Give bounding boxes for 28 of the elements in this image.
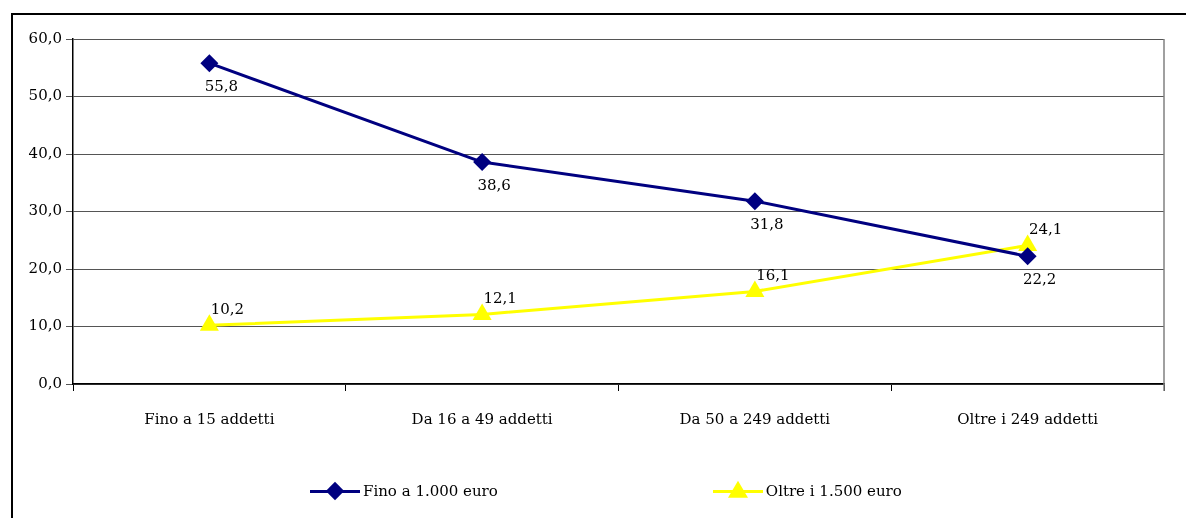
point: [199, 314, 219, 331]
x-tick-label: Da 50 a 249 addetti: [679, 409, 831, 428]
x-tick-label: Fino a 15 addetti: [144, 409, 275, 428]
point: [472, 303, 492, 320]
y-tick-label: 10,0: [28, 316, 62, 335]
data-label: 22,2: [1022, 270, 1057, 289]
data-label: 38,6: [477, 175, 511, 194]
y-tick-label: 40,0: [28, 143, 62, 162]
y-tick-label: 50,0: [28, 86, 62, 105]
data-label: 31,8: [750, 215, 784, 234]
point: [200, 54, 219, 73]
y-tick-label: 60,0: [28, 28, 62, 47]
point: [473, 153, 492, 172]
legend-label: Fino a 1.000 euro: [363, 482, 498, 500]
point: [745, 192, 764, 211]
point: [745, 280, 765, 297]
x-tick-label: Oltre i 249 addetti: [957, 409, 1099, 428]
y-tick-label: 30,0: [28, 201, 62, 220]
data-label: 10,2: [210, 300, 245, 319]
data-label: 55,8: [204, 77, 239, 96]
y-tick-label: 0,0: [38, 373, 62, 392]
x-tick-label: Da 16 a 49 addetti: [411, 409, 553, 428]
data-label: 24,1: [1028, 220, 1063, 239]
y-tick-label: 20,0: [28, 258, 62, 277]
point: [1018, 234, 1038, 251]
data-label: 16,1: [756, 266, 790, 285]
legend-label: Oltre i 1.500 euro: [765, 482, 902, 500]
data-label: 12,1: [483, 289, 517, 308]
